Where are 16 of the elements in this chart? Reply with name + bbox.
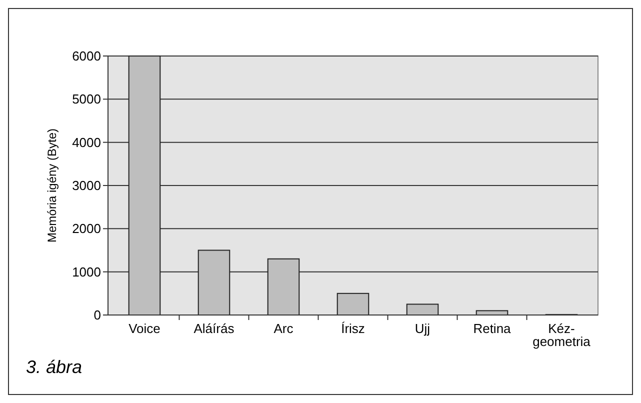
x-tick-label: Voice xyxy=(128,321,160,336)
x-tick-label: Írisz xyxy=(341,321,365,336)
y-tick-label: 0 xyxy=(94,308,101,323)
y-tick-label: 5000 xyxy=(72,92,101,107)
text: 3. ábra xyxy=(26,357,82,377)
x-tick-label: Aláírás xyxy=(194,321,235,336)
x-tick-label: Arc xyxy=(274,321,294,336)
y-tick-label: 4000 xyxy=(72,134,101,150)
y-tick-label: 2000 xyxy=(72,221,101,236)
x-tick-label: Kéz-geometria xyxy=(532,321,592,349)
y-axis-title: Memória igény (Byte) xyxy=(45,128,59,243)
x-tick-label: Retina xyxy=(473,321,512,336)
y-tick-label: 6000 xyxy=(72,48,101,64)
x-tick-label: Ujj xyxy=(414,321,430,336)
y-tick-label: 1000 xyxy=(72,264,101,280)
y-tick-label: 3000 xyxy=(72,178,101,194)
